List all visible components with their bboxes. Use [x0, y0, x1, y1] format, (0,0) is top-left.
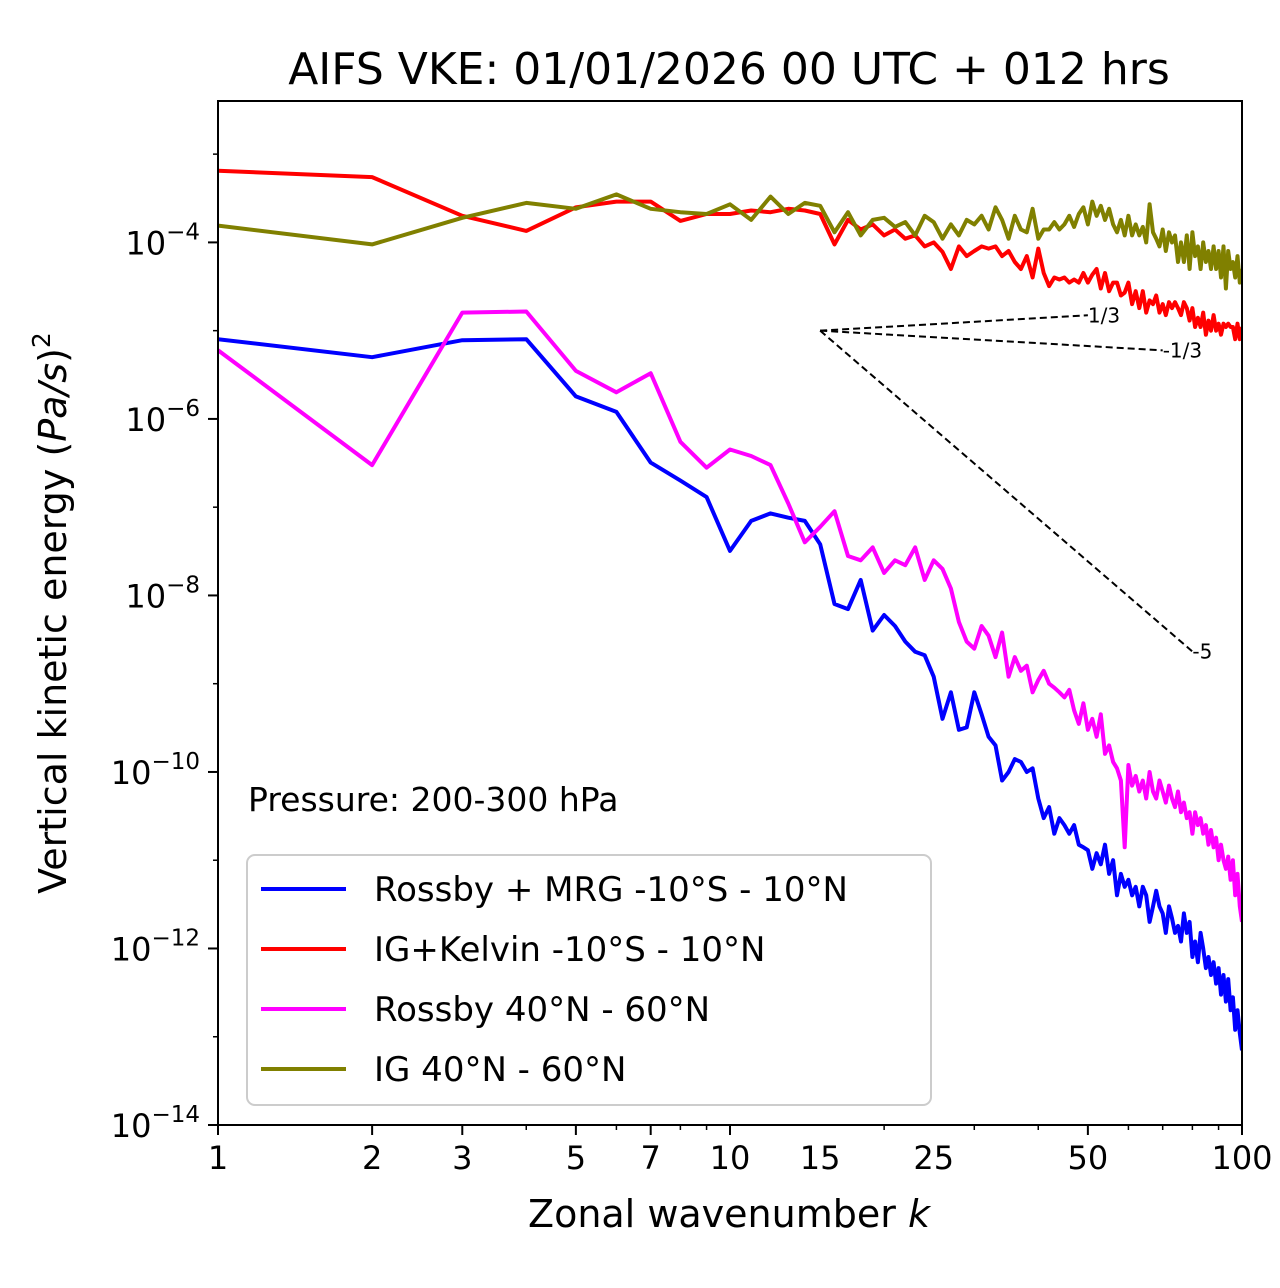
y-tick-base: 10	[125, 577, 166, 615]
y-tick-base: 10	[111, 1107, 152, 1145]
x-tick-label: 2	[362, 1139, 382, 1177]
y-tick-exponent: −12	[151, 925, 200, 951]
y-axis-title-prefix: Vertical kinetic energy (	[31, 442, 75, 894]
series-line-rossby-40-n-60-n	[218, 309, 1242, 923]
legend-label: Rossby + MRG -10°S - 10°N	[374, 870, 848, 910]
y-tick-label: 10−8	[125, 572, 200, 615]
y-tick-exponent: −4	[166, 219, 200, 245]
pressure-annotation: Pressure: 200-300 hPa	[248, 780, 618, 819]
y-tick-base: 10	[111, 754, 152, 792]
series-line-ig-40-n-60-n	[218, 192, 1242, 291]
x-tick-label: 50	[1068, 1139, 1109, 1177]
reference-slope-line	[819, 329, 1194, 653]
reference-slope-line	[820, 314, 1088, 332]
x-tick-label: 1	[208, 1139, 228, 1177]
y-tick-label: 10−12	[111, 925, 200, 968]
y-tick-base: 10	[125, 401, 166, 439]
legend-box	[246, 854, 932, 1106]
x-tick-label: 5	[566, 1139, 586, 1177]
x-tick-label: 25	[913, 1139, 954, 1177]
y-axis-title-variable: Pa/s	[31, 363, 75, 442]
x-tick-label: 100	[1211, 1139, 1272, 1177]
y-tick-label: 10−6	[125, 396, 200, 439]
data-series-group	[218, 168, 1242, 1051]
legend-label: IG 40°N - 60°N	[374, 1050, 626, 1090]
y-tick-label: 10−14	[111, 1102, 200, 1145]
y-tick-exponent: −6	[166, 396, 200, 422]
y-tick-exponent: −10	[151, 749, 200, 775]
reference-slope-label: -1/3	[1163, 338, 1202, 362]
x-axis-title-variable: k	[908, 1192, 932, 1236]
reference-slope-labels: 1/3 -1/3 -5	[1088, 303, 1212, 663]
reference-slope-label: 1/3	[1088, 303, 1120, 327]
x-tick-label: 15	[800, 1139, 841, 1177]
x-axis-title: Zonal wavenumber k	[528, 1192, 932, 1236]
series-line-rossby-mrg-10-s-10-n	[218, 337, 1242, 1051]
y-tick-label: 10−10	[111, 749, 200, 792]
y-tick-label: 10−4	[125, 219, 200, 262]
y-axis-title-suffix: )	[31, 348, 75, 363]
x-tick-label: 3	[452, 1139, 472, 1177]
y-tick-base: 10	[111, 930, 152, 968]
x-axis-title-text: Zonal wavenumber	[528, 1192, 896, 1236]
x-tick-label: 10	[710, 1139, 751, 1177]
reference-slopes	[819, 314, 1194, 653]
reference-slope-line	[820, 329, 1163, 352]
reference-slope-label: -5	[1192, 639, 1212, 663]
y-tick-exponent: −8	[166, 572, 200, 598]
legend: Rossby + MRG -10°S - 10°N IG+Kelvin -10°S…	[246, 854, 932, 1106]
y-axis-title: Vertical kinetic energy (Pa/s)2	[27, 332, 75, 894]
x-tick-label: 7	[641, 1139, 661, 1177]
y-tick-exponent: −14	[151, 1102, 200, 1128]
x-axis-ticks: 1 2 3 5 7 10 15 25 50 100	[208, 1125, 1273, 1177]
legend-label: IG+Kelvin -10°S - 10°N	[374, 930, 765, 970]
y-tick-base: 10	[125, 224, 166, 262]
legend-label: Rossby 40°N - 60°N	[374, 990, 710, 1030]
legend-items: Rossby + MRG -10°S - 10°N IG+Kelvin -10°S…	[261, 870, 848, 1090]
chart-title: AIFS VKE: 01/01/2026 00 UTC + 012 hrs	[288, 44, 1170, 95]
y-axis-title-exponent: 2	[27, 332, 56, 348]
